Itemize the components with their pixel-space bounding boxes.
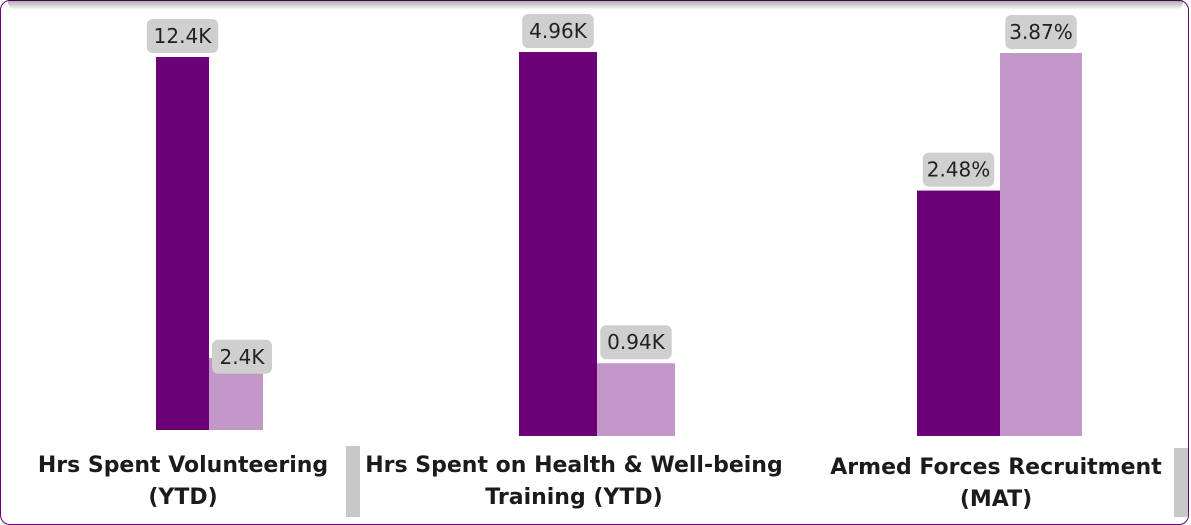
chart-2-title-line-2: Training (YTD) [485, 485, 663, 510]
top-shadow [8, 0, 1183, 10]
separator-1 [346, 446, 360, 517]
chart-2-bar-1[interactable] [519, 52, 597, 436]
chart-1-data-label-1: 12.4K [146, 19, 219, 53]
chart-3-data-label-1: 2.48% [922, 152, 995, 187]
chart-1-bar-1[interactable] [156, 57, 209, 430]
chart-1-title: Hrs Spent Volunteering (YTD) [20, 450, 346, 514]
chart-3-bar-1[interactable] [917, 190, 1000, 436]
svg-text:2.4K: 2.4K [220, 345, 266, 369]
separator-2 [1174, 448, 1188, 517]
svg-text:3.87%: 3.87% [1009, 20, 1073, 44]
chart-1-title-line-1: Hrs Spent Volunteering [37, 453, 329, 478]
chart-3-bar-2[interactable] [1000, 53, 1082, 436]
chart-2-title: Hrs Spent on Health & Well-being Trainin… [356, 450, 792, 514]
chart-1-title-line-2: (YTD) [148, 485, 218, 510]
svg-text:2.48%: 2.48% [927, 158, 991, 182]
chart-3-title-line-2: (MAT) [959, 487, 1033, 512]
chart-1-data-label-2: 2.4K [212, 339, 272, 374]
svg-text:12.4K: 12.4K [154, 24, 213, 48]
svg-text:0.94K: 0.94K [607, 330, 666, 354]
chart-2-data-label-1: 4.96K [522, 14, 594, 48]
chart-2-data-label-2: 0.94K [600, 325, 672, 360]
chart-3-title-line-1: Armed Forces Recruitment [830, 455, 1162, 480]
chart-2-title-line-1: Hrs Spent on Health & Well-being [365, 453, 783, 478]
chart-3-title: Armed Forces Recruitment (MAT) [820, 452, 1172, 516]
svg-text:4.96K: 4.96K [529, 19, 588, 43]
chart-3-data-label-2: 3.87% [1005, 15, 1077, 49]
chart-2-bar-2[interactable] [597, 363, 675, 436]
